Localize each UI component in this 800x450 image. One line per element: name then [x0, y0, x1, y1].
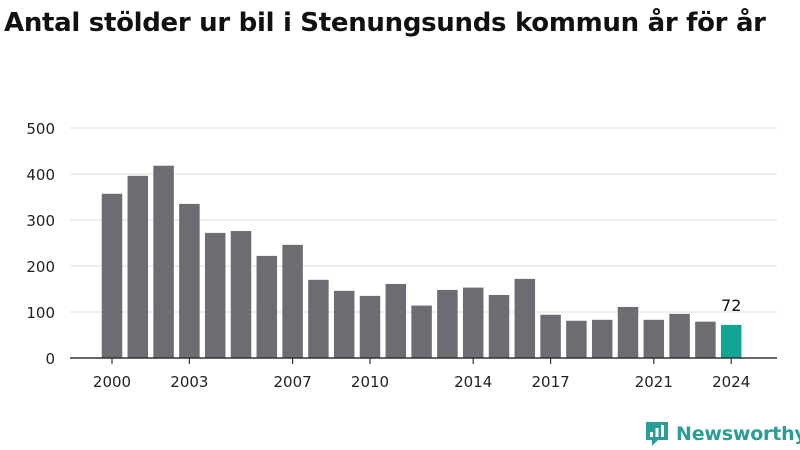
- x-tick-label: 2000: [93, 373, 131, 391]
- y-tick-label: 100: [26, 304, 55, 322]
- bar-2016: [514, 278, 536, 358]
- bar-2009: [333, 290, 355, 358]
- bar-2005: [230, 231, 252, 358]
- bar-2003: [179, 203, 200, 358]
- bar-2013: [437, 289, 458, 358]
- bar-2001: [127, 175, 149, 358]
- x-tick-label: 2003: [170, 373, 208, 391]
- x-tick-label: 2010: [351, 373, 389, 391]
- y-tick-label: 400: [26, 166, 55, 184]
- brand-logo: Newsworthy: [644, 419, 800, 449]
- brand-name: Newsworthy: [676, 423, 800, 445]
- x-tick-label: 2021: [635, 373, 673, 391]
- bar-2008: [308, 279, 329, 358]
- bar-2020: [617, 306, 639, 358]
- bar-2010: [359, 295, 381, 358]
- bar-2017: [540, 314, 561, 358]
- y-tick-label: 200: [26, 258, 55, 276]
- y-tick-label: 300: [26, 212, 55, 230]
- bar-2018: [566, 320, 587, 358]
- bar-2024: [720, 324, 742, 358]
- bar-2019: [591, 319, 613, 358]
- bar-2015: [488, 294, 510, 358]
- x-tick-label: 2014: [454, 373, 492, 391]
- data-label: 72: [721, 296, 741, 315]
- y-tick-label: 500: [26, 120, 55, 138]
- bar-2022: [669, 313, 690, 358]
- bar-2012: [411, 305, 432, 358]
- x-tick-label: 2024: [712, 373, 750, 391]
- bar-2021: [643, 319, 665, 358]
- bar-2004: [204, 232, 226, 358]
- bar-2011: [385, 283, 407, 358]
- x-tick-label: 2007: [274, 373, 312, 391]
- bar-2014: [462, 287, 484, 358]
- bar-2006: [256, 255, 278, 358]
- bar-2000: [101, 193, 123, 358]
- x-tick-label: 2017: [532, 373, 570, 391]
- bar-2002: [153, 165, 174, 358]
- y-tick-label: 0: [45, 350, 55, 368]
- bar-2023: [695, 321, 716, 358]
- bar-2007: [282, 244, 303, 358]
- chart-title: Antal stölder ur bil i Stenungsunds komm…: [4, 8, 766, 38]
- newsworthy-logo-icon: [646, 422, 668, 446]
